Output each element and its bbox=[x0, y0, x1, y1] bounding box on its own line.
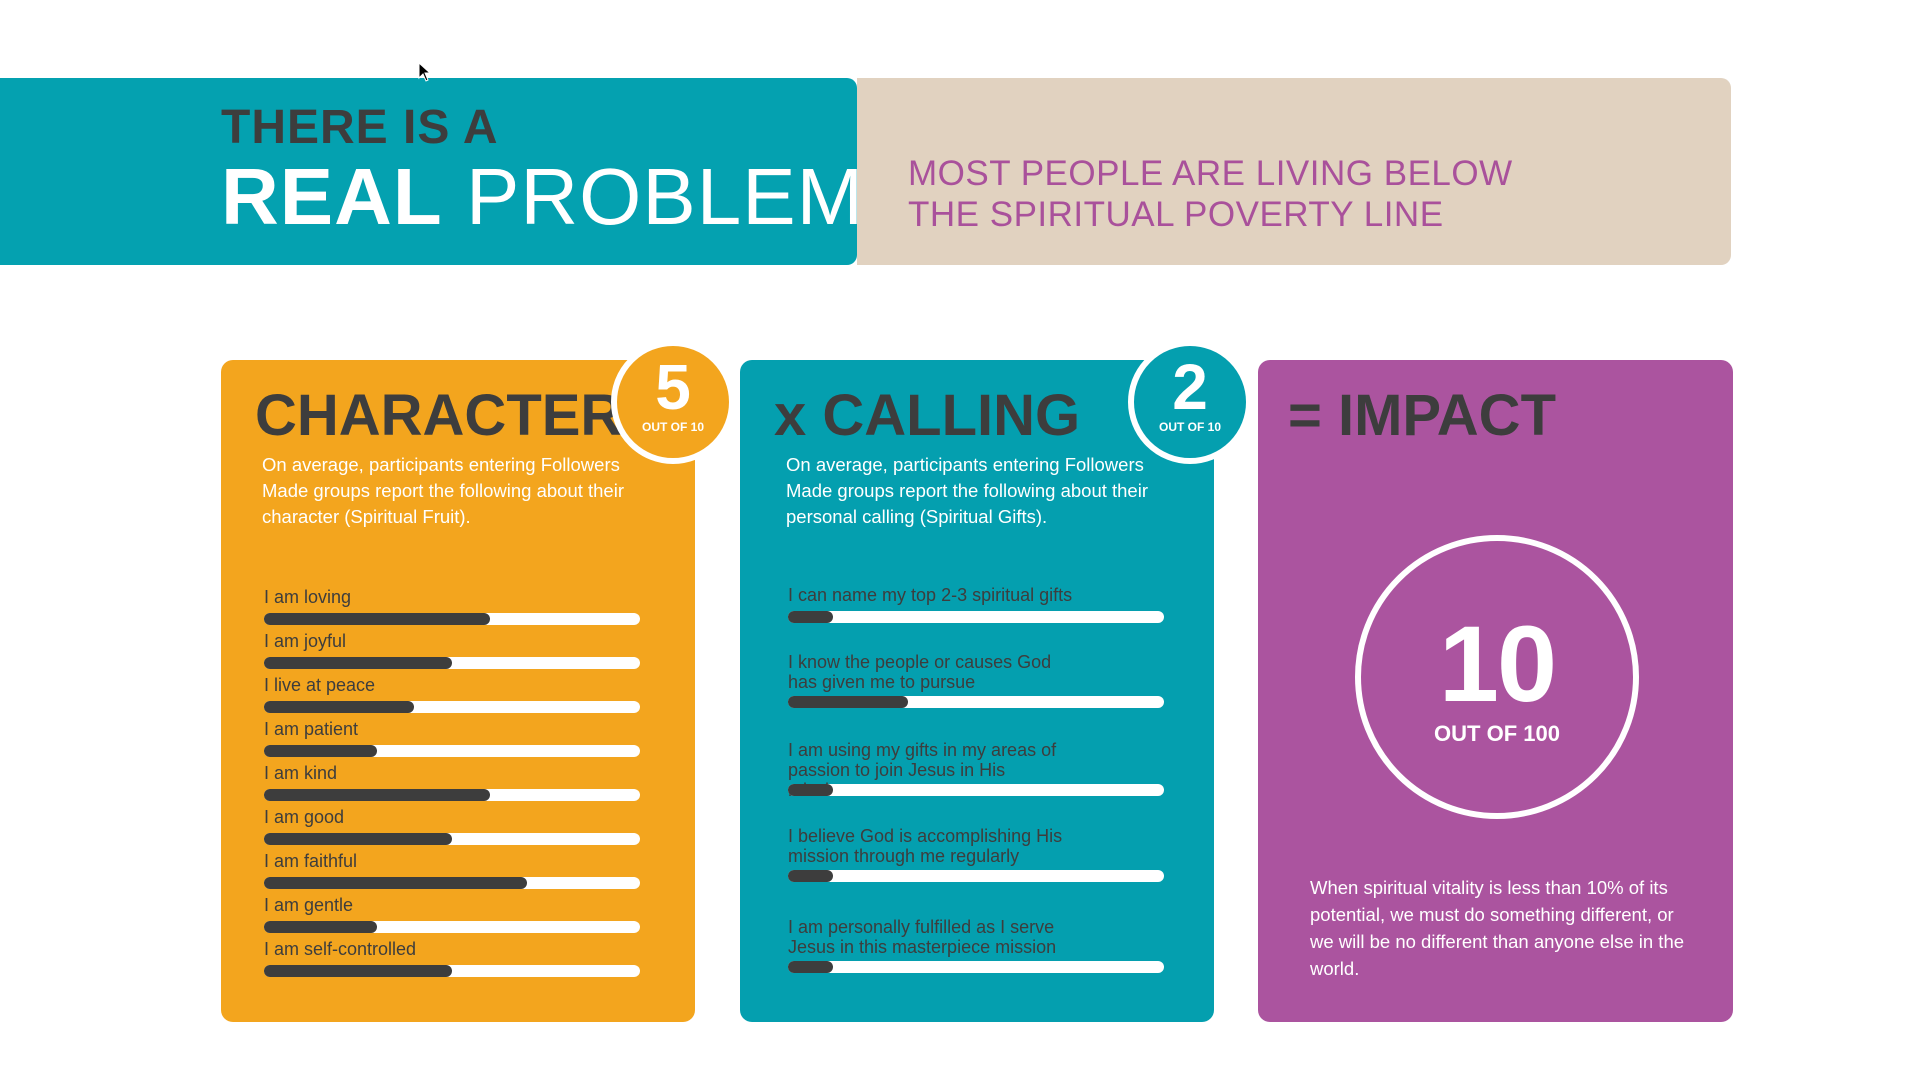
calling-metric: I am personally fulfilled as I serve Jes… bbox=[788, 917, 1164, 973]
character-metric: I am faithful bbox=[264, 851, 640, 889]
headline-title: REAL PROBLEM bbox=[221, 152, 864, 242]
character-metric-bar bbox=[264, 745, 640, 757]
character-metric-bar-fill bbox=[264, 877, 528, 889]
character-metric: I am good bbox=[264, 807, 640, 845]
character-metric-label: I am loving bbox=[264, 587, 352, 607]
character-metric-label: I am joyful bbox=[264, 631, 347, 651]
calling-score: 2 bbox=[1172, 351, 1208, 423]
impact-card: = IMPACT 10 OUT OF 100 When spiritual vi… bbox=[1258, 360, 1733, 1022]
character-metric-bar-fill bbox=[264, 965, 452, 977]
headline-rest: PROBLEM bbox=[466, 152, 865, 241]
character-metric-bar-fill bbox=[264, 613, 490, 625]
character-metric: I am joyful bbox=[264, 631, 640, 669]
character-metric-label: I am self-controlled bbox=[264, 939, 417, 959]
character-metric: I am patient bbox=[264, 719, 640, 757]
character-metric-label: I am kind bbox=[264, 763, 338, 783]
character-score-suffix: OUT OF 10 bbox=[641, 420, 704, 434]
character-metric-bar bbox=[264, 877, 640, 889]
calling-metric-bar-fill bbox=[788, 784, 834, 796]
character-metric-bar-fill bbox=[264, 745, 377, 757]
character-metric-bar-fill bbox=[264, 701, 415, 713]
character-metric-bar-fill bbox=[264, 789, 490, 801]
character-metric-bar-fill bbox=[264, 833, 452, 845]
character-score: 5 bbox=[655, 351, 691, 423]
impact-note: When spiritual vitality is less than 10%… bbox=[1310, 877, 1685, 979]
impact-score-circle: 10 OUT OF 100 bbox=[1355, 535, 1639, 819]
headline-intro: THERE IS A bbox=[221, 101, 499, 154]
calling-metric-bar-fill bbox=[788, 870, 834, 882]
headline-emphasis: REAL bbox=[221, 152, 443, 241]
calling-metric: I believe God is accomplishing His missi… bbox=[788, 826, 1164, 882]
calling-score-badge: 2 OUT OF 10 bbox=[1128, 340, 1252, 464]
character-metric: I live at peace bbox=[264, 675, 640, 713]
calling-metric-label: I am personally fulfilled as I serve Jes… bbox=[788, 917, 1057, 957]
subtitle-line-2: THE SPIRITUAL POVERTY LINE bbox=[908, 195, 1444, 234]
character-metric: I am self-controlled bbox=[264, 939, 640, 977]
character-metric-bar-fill bbox=[264, 657, 452, 669]
subtitle: MOST PEOPLE ARE LIVING BELOW THE SPIRITU… bbox=[908, 153, 1513, 235]
calling-score-suffix: OUT OF 10 bbox=[1158, 420, 1221, 434]
character-metric: I am gentle bbox=[264, 895, 640, 933]
character-metric: I am loving bbox=[264, 587, 640, 625]
calling-metric: I can name my top 2-3 spiritual gifts bbox=[788, 585, 1164, 623]
character-metric-label: I am faithful bbox=[264, 851, 358, 871]
calling-metric-bar bbox=[788, 784, 1164, 796]
character-metric-bar bbox=[264, 921, 640, 933]
calling-metric-bar bbox=[788, 870, 1164, 882]
character-metric-bar bbox=[264, 833, 640, 845]
character-metric-label: I am gentle bbox=[264, 895, 354, 915]
calling-card: x CALLING 2 OUT OF 10 On average, partic… bbox=[740, 340, 1252, 1022]
character-metric-bar bbox=[264, 613, 640, 625]
header-banner bbox=[0, 78, 857, 265]
calling-title: x CALLING bbox=[774, 383, 1081, 448]
impact-score: 10 bbox=[1438, 603, 1557, 724]
impact-score-suffix: OUT OF 100 bbox=[1434, 721, 1560, 746]
calling-metric-bar bbox=[788, 696, 1164, 708]
calling-metric-label: I am using my gifts in my areas of passi… bbox=[788, 740, 1057, 800]
character-card: CHARACTER 5 OUT OF 10 On average, partic… bbox=[221, 340, 735, 1022]
character-metric-label: I am good bbox=[264, 807, 345, 827]
calling-metric-bar-fill bbox=[788, 611, 834, 623]
calling-metric-label: I believe God is accomplishing His missi… bbox=[788, 826, 1063, 866]
calling-description: On average, participants entering Follow… bbox=[786, 454, 1148, 527]
character-metric-bar bbox=[264, 965, 640, 977]
character-description: On average, participants entering Follow… bbox=[262, 454, 624, 527]
character-metric-bar bbox=[264, 657, 640, 669]
character-metric-bar bbox=[264, 789, 640, 801]
calling-metric-bar bbox=[788, 961, 1164, 973]
character-metric-bar bbox=[264, 701, 640, 713]
cursor-icon bbox=[418, 62, 432, 82]
impact-title: = IMPACT bbox=[1288, 383, 1556, 448]
calling-metric: I know the people or causes God has give… bbox=[788, 652, 1164, 708]
calling-metric: I am using my gifts in my areas of passi… bbox=[788, 740, 1164, 800]
calling-metric-label: I know the people or causes God has give… bbox=[788, 652, 1052, 692]
character-metric-label: I live at peace bbox=[264, 675, 376, 695]
character-metric-label: I am patient bbox=[264, 719, 359, 739]
subtitle-line-1: MOST PEOPLE ARE LIVING BELOW bbox=[908, 154, 1513, 193]
character-metric: I am kind bbox=[264, 763, 640, 801]
calling-metric-bar bbox=[788, 611, 1164, 623]
calling-metric-bar-fill bbox=[788, 961, 834, 973]
calling-metric-label: I can name my top 2-3 spiritual gifts bbox=[788, 585, 1073, 605]
character-title: CHARACTER bbox=[255, 383, 623, 448]
character-metric-bar-fill bbox=[264, 921, 377, 933]
calling-metric-bar-fill bbox=[788, 696, 909, 708]
subtitle-banner bbox=[857, 78, 1731, 265]
character-score-badge: 5 OUT OF 10 bbox=[611, 340, 735, 464]
